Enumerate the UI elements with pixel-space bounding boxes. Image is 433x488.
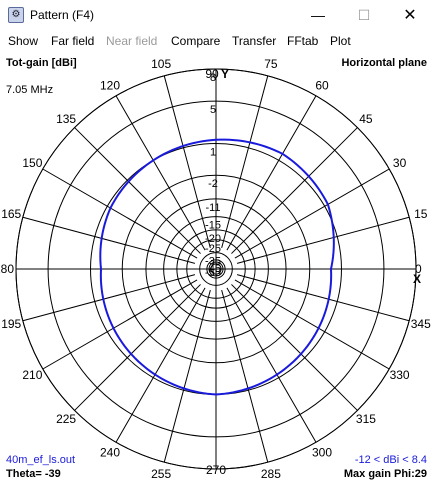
angle-label: 210 (22, 368, 42, 382)
ring-label: -25 (205, 243, 221, 255)
ring-label: -45 (205, 263, 221, 275)
radial-line (221, 289, 269, 463)
max-gain-label: Max gain Phi:29 (343, 468, 427, 480)
title-bar: ⚙ Pattern (F4) — ☐ ✕ (0, 0, 433, 31)
angle-label: 285 (261, 467, 281, 481)
menu-far-field[interactable]: Far field (51, 34, 95, 48)
ring-label: 8 (210, 72, 216, 84)
angle-label: 300 (312, 446, 332, 460)
angle-label: 165 (1, 207, 21, 221)
app-icon: ⚙ (8, 7, 24, 23)
radial-line (226, 287, 317, 443)
radial-line (163, 289, 211, 463)
radial-line (74, 284, 201, 411)
ring-label: -35 (205, 256, 221, 268)
angle-label: 345 (411, 317, 431, 331)
angle-label: 270 (206, 463, 226, 477)
maximize-button[interactable]: ☐ (357, 7, 371, 23)
radial-line (74, 127, 201, 254)
radial-line (231, 284, 358, 411)
pattern-curve (99, 138, 335, 396)
angle-label: 60 (315, 78, 329, 92)
angle-label: 330 (390, 368, 410, 382)
radial-line (221, 75, 269, 249)
ring-label: -20 (205, 233, 221, 245)
angle-label: 45 (359, 112, 373, 126)
plot-title: Tot-gain [dBi] (6, 57, 77, 69)
radial-line (115, 287, 206, 443)
angle-label: 180 (0, 262, 14, 276)
radial-line (163, 75, 211, 249)
angle-label: 15 (414, 207, 428, 221)
radial-line (234, 279, 390, 370)
window-title: Pattern (F4) (30, 8, 95, 22)
gain-range-label: -12 < dBi < 8.4 (354, 454, 427, 466)
ring-label: -11 (205, 202, 220, 214)
theta-label: Theta= -39 (6, 468, 61, 480)
ring-label: 5 (210, 104, 216, 116)
menu-fftab[interactable]: FFtab (287, 34, 319, 48)
file-name-label: 40m_ef_ls.out (6, 454, 76, 466)
angle-label: 150 (22, 156, 42, 170)
ring-label: -15 (205, 220, 221, 232)
ring-label: 1 (210, 147, 216, 159)
angle-label: 0 (415, 262, 422, 276)
plot-subtitle: Horizontal plane (341, 57, 427, 69)
radial-line (231, 127, 358, 254)
radial-line (42, 168, 198, 259)
angle-label: 105 (151, 57, 171, 71)
menu-near-field[interactable]: Near field (106, 34, 158, 48)
angle-label: 135 (56, 112, 76, 126)
angle-label: 225 (56, 412, 76, 426)
menu-compare[interactable]: Compare (171, 34, 221, 48)
menu-transfer[interactable]: Transfer (232, 34, 277, 48)
radial-line (236, 274, 410, 322)
polar-chart: 0153045607590105120135150165180195210225… (0, 57, 431, 481)
close-button[interactable]: ✕ (403, 7, 417, 24)
angle-label: 90 (205, 67, 219, 81)
radial-line (226, 95, 317, 251)
plot-area[interactable]: 0153045607590105120135150165180195210225… (0, 52, 433, 483)
y-axis-label: Y (221, 67, 229, 81)
radial-line (234, 168, 390, 259)
radial-line (22, 274, 196, 322)
angle-label: 75 (264, 57, 278, 71)
angle-label: 240 (100, 446, 120, 460)
x-axis-label: X (413, 272, 421, 286)
frequency-label: 7.05 MHz (6, 84, 54, 96)
angle-label: 255 (151, 467, 171, 481)
ring-label: -2 (208, 178, 218, 190)
angle-label: 195 (1, 317, 21, 331)
menu-show[interactable]: Show (8, 34, 39, 48)
menu-plot[interactable]: Plot (330, 34, 351, 48)
angle-label: 120 (100, 78, 120, 92)
menu-bar: Show Far field Near field Compare Transf… (0, 31, 433, 52)
minimize-button[interactable]: — (311, 7, 325, 23)
radial-line (42, 279, 198, 370)
radial-line (22, 216, 196, 264)
ring-label: -55 (205, 267, 221, 279)
radial-line (115, 95, 206, 251)
angle-label: 30 (393, 156, 407, 170)
radial-line (236, 216, 410, 264)
angle-label: 315 (356, 412, 376, 426)
